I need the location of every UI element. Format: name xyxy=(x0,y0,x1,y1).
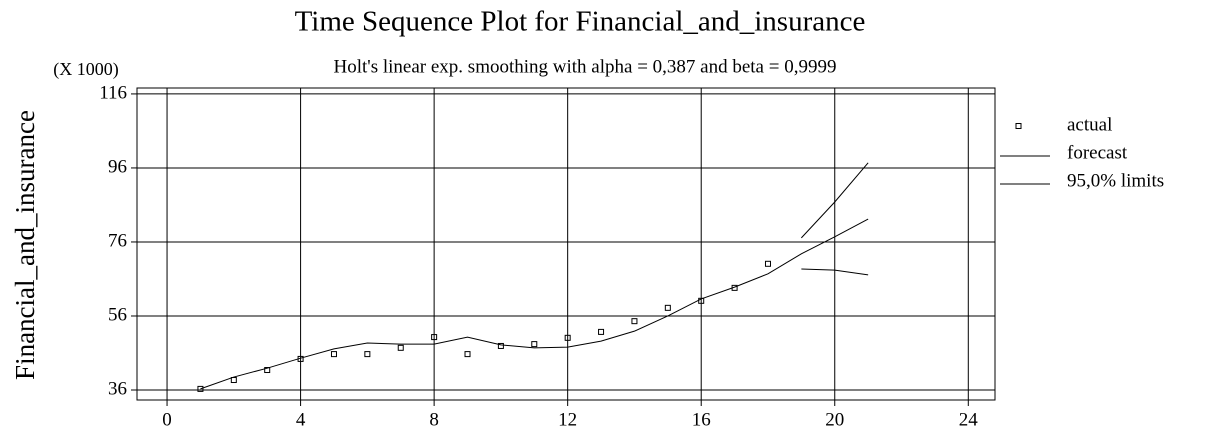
y-axis-label: Financial_and_insurance xyxy=(10,110,40,380)
actual-point xyxy=(497,342,504,349)
actual-point xyxy=(564,334,571,341)
actual-point xyxy=(264,367,271,374)
actual-point xyxy=(364,351,371,358)
actual-point xyxy=(664,304,671,311)
actual-point xyxy=(230,377,237,384)
y-tick-label: 116 xyxy=(99,82,127,103)
chart-subtitle: Holt's linear exp. smoothing with alpha … xyxy=(334,56,837,77)
actual-point xyxy=(764,260,771,267)
x-tick-label: 0 xyxy=(162,409,172,430)
y-tick-label: 96 xyxy=(108,156,127,177)
legend-marker xyxy=(1015,123,1022,129)
plot-frame xyxy=(136,87,996,401)
actual-point xyxy=(698,297,705,304)
actual-point xyxy=(598,328,605,335)
y-tick-label: 76 xyxy=(108,230,127,251)
actual-point xyxy=(397,344,404,351)
y-tick-label: 56 xyxy=(108,304,127,325)
actual-point xyxy=(431,334,438,341)
legend-label: 95,0% limits xyxy=(1067,170,1164,191)
actual-point xyxy=(197,385,204,392)
x-tick-label: 24 xyxy=(959,409,979,430)
x-tick-label: 16 xyxy=(692,409,711,430)
actual-point xyxy=(330,351,337,358)
actual-point xyxy=(631,318,638,325)
series-line xyxy=(800,162,869,239)
chart-title: Time Sequence Plot for Financial_and_ins… xyxy=(295,6,866,38)
y-multiplier: (X 1000) xyxy=(53,59,119,80)
x-tick-label: 8 xyxy=(429,409,439,430)
actual-point xyxy=(464,351,471,358)
x-tick-label: 12 xyxy=(558,409,577,430)
y-tick-label: 36 xyxy=(108,378,127,399)
x-tick-label: 20 xyxy=(825,409,844,430)
legend-label: forecast xyxy=(1067,142,1128,163)
legend-label: actual xyxy=(1067,114,1112,135)
x-tick-label: 4 xyxy=(296,409,306,430)
limit-line xyxy=(801,268,869,276)
actual-point xyxy=(531,341,538,348)
series-line xyxy=(200,218,869,390)
